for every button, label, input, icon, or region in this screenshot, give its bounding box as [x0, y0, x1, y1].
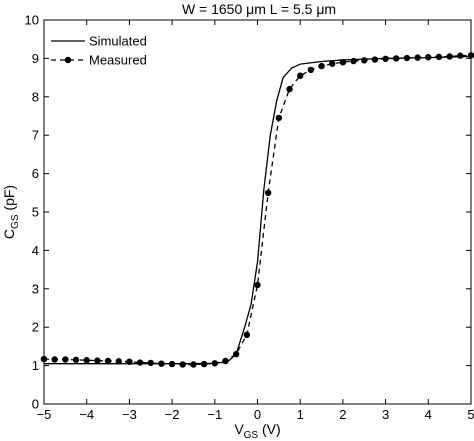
measured-point	[115, 358, 122, 365]
y-tick-label: 0	[32, 397, 39, 412]
measured-point	[51, 356, 58, 363]
y-tick-label: 1	[32, 358, 39, 373]
x-tick-label: 1	[297, 407, 304, 422]
measured-point	[371, 56, 379, 63]
measured-point	[457, 52, 464, 59]
measured-point	[297, 72, 304, 79]
measured-point	[264, 189, 272, 196]
x-axis-title: VGS (V)	[234, 421, 280, 441]
measured-point	[446, 53, 453, 60]
x-tick-label: −5	[37, 407, 52, 422]
y-tick-label: 9	[32, 51, 39, 66]
measured-point	[40, 355, 48, 363]
x-tick-label: −3	[122, 407, 137, 422]
x-tick-label: 2	[339, 407, 346, 422]
y-axis-title: CGS (pF)	[1, 185, 21, 239]
legend-measured-marker	[64, 56, 72, 64]
x-tick-label: −2	[165, 407, 180, 422]
measured-point	[275, 114, 283, 122]
x-tick-label: 3	[382, 407, 389, 422]
measured-point	[307, 66, 315, 74]
measured-point	[190, 361, 197, 368]
measured-point	[286, 85, 293, 93]
measured-point	[158, 360, 165, 367]
x-tick-label: 4	[425, 407, 432, 422]
y-tick-label: 3	[32, 281, 39, 296]
measured-point	[94, 357, 101, 364]
axis-titles: VGS (V) CGS (pF)	[1, 185, 281, 441]
y-tick-label: 5	[32, 205, 39, 220]
measured-point	[211, 360, 218, 367]
measured-point	[179, 361, 186, 368]
measured-point	[382, 55, 389, 62]
y-tick-label: 2	[32, 320, 39, 335]
measured-point	[350, 57, 357, 65]
x-tick-label: 0	[254, 407, 261, 422]
y-tick-label: 4	[32, 243, 39, 258]
measured-point	[243, 331, 251, 339]
y-tick-label: 10	[25, 13, 39, 28]
x-tick-label: −4	[79, 407, 94, 422]
y-tick-label: 6	[32, 166, 39, 181]
measured-point	[222, 357, 229, 365]
measured-point	[467, 52, 474, 59]
measured-point	[414, 54, 421, 61]
chart-title: W = 1650 μm L = 5.5 μm	[182, 1, 336, 17]
series-layer	[40, 52, 474, 368]
measured-point	[168, 360, 176, 368]
measured-point	[425, 54, 432, 61]
measured-point	[104, 357, 112, 365]
legend-measured-label: Measured	[89, 53, 147, 68]
measured-point	[62, 356, 69, 363]
measured-point	[147, 359, 154, 367]
measured-point	[435, 53, 443, 61]
measured-point	[72, 356, 80, 364]
x-tick-label: 5	[467, 407, 474, 422]
measured-point	[318, 62, 325, 70]
measured-point	[393, 55, 400, 62]
measured-point	[126, 358, 133, 365]
measured-point	[403, 54, 411, 62]
legend-simulated-label: Simulated	[89, 34, 147, 49]
x-tick-label: −1	[207, 407, 222, 422]
measured-point	[254, 281, 261, 289]
measured-point	[83, 357, 90, 364]
measured-point	[361, 57, 368, 64]
y-tick-label: 8	[32, 89, 39, 104]
measured-point	[329, 60, 336, 67]
measured-point	[339, 59, 347, 66]
legend: Simulated Measured	[51, 34, 147, 68]
axis-ticks: −5 −4 −3 −2 −1 0 1 2 3 4 5 0 1 2 3 4 5 6 7 8 9 10	[25, 13, 474, 423]
measured-point	[232, 350, 240, 358]
y-tick-label: 7	[32, 128, 39, 143]
measured-line	[43, 54, 472, 366]
measured-point	[200, 360, 208, 368]
measured-point	[136, 359, 144, 366]
